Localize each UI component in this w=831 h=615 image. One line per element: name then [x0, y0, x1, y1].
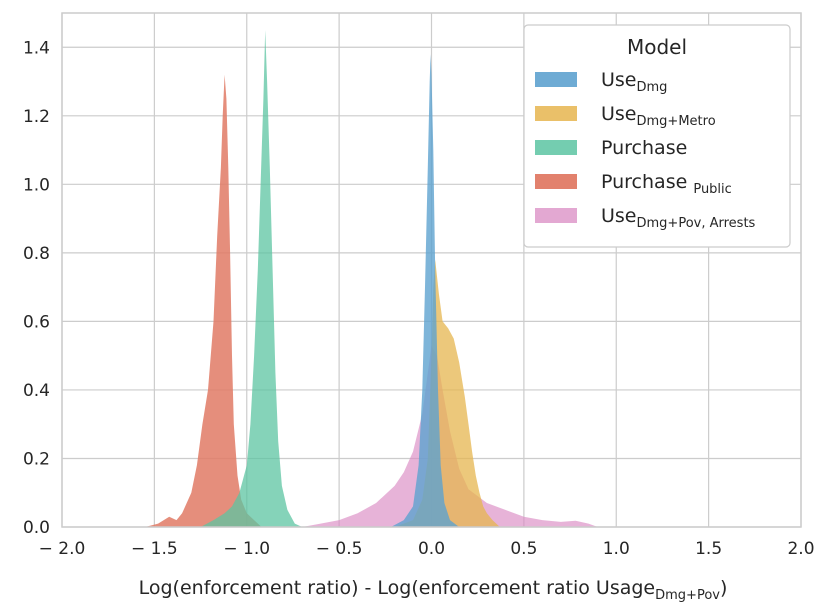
density-area-purchase-base [200, 30, 303, 527]
y-tick-label: 0.8 [23, 244, 50, 264]
legend-label: UseDmg+Metro [601, 103, 716, 129]
x-tick-label: 0.0 [418, 539, 445, 559]
x-tick-label: 1.5 [695, 539, 722, 559]
legend: Model UseDmg UseDmg+Metro Purchase Purchase… [523, 24, 791, 248]
y-tick-label: 1.2 [23, 107, 50, 127]
y-tick-label: 0.4 [23, 381, 50, 401]
y-tick-labels: 0.0 0.2 0.4 0.6 0.8 1.0 1.2 1.4 [23, 38, 50, 538]
legend-swatch [535, 174, 577, 189]
legend-box [523, 24, 791, 248]
plot-frame [61, 12, 802, 528]
x-tick-label: − 2.0 [39, 539, 86, 559]
x-tick-label: − 1.5 [131, 539, 178, 559]
x-tick-label: 2.0 [787, 539, 814, 559]
x-axis-label: Log(enforcement ratio) - Log(enforcement… [139, 577, 728, 603]
x-tick-label: − 0.5 [316, 539, 363, 559]
legend-items: UseDmg UseDmg+Metro Purchase Purchase Publi… [535, 69, 756, 231]
legend-label: Purchase Public [601, 171, 732, 197]
legend-swatch [535, 208, 577, 223]
legend-label: UseDmg+Pov, Arrests [601, 205, 756, 231]
legend-label: UseDmg [601, 69, 667, 95]
density-area-purchase-public [145, 74, 262, 527]
legend-label: Purchase [601, 137, 687, 159]
density-area-use-dmg-metro [394, 259, 500, 527]
x-tick-labels: − 2.0 − 1.5 − 1.0 − 0.5 0.0 0.5 1.0 1.5 2.0 [39, 539, 815, 559]
legend-swatch [535, 106, 577, 121]
density-area-use-dmg [390, 54, 460, 527]
y-tick-label: 0.6 [23, 312, 50, 332]
x-tick-label: 1.0 [603, 539, 630, 559]
legend-swatch [535, 72, 577, 87]
x-tick-label: 0.5 [510, 539, 537, 559]
y-tick-label: 0.0 [23, 518, 50, 538]
legend-swatch [535, 140, 577, 155]
x-tick-label: − 1.0 [223, 539, 270, 559]
density-areas [145, 30, 598, 527]
y-tick-label: 0.2 [23, 449, 50, 469]
y-tick-label: 1.4 [23, 38, 50, 58]
y-tick-label: 1.0 [23, 175, 50, 195]
legend-title: Model [627, 35, 687, 59]
